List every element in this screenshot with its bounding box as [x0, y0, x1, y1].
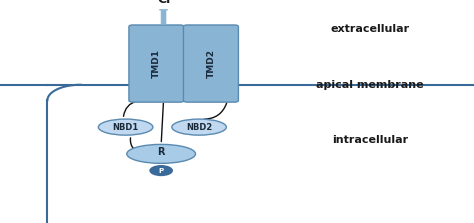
FancyBboxPatch shape — [183, 25, 238, 102]
Text: apical membrane: apical membrane — [316, 80, 424, 90]
Text: NBD1: NBD1 — [112, 123, 139, 132]
FancyBboxPatch shape — [129, 25, 184, 102]
Text: Cl: Cl — [157, 0, 170, 6]
Ellipse shape — [127, 145, 196, 163]
Text: TMD2: TMD2 — [207, 49, 215, 78]
Text: extracellular: extracellular — [330, 24, 409, 34]
Ellipse shape — [149, 165, 173, 176]
Text: P: P — [159, 168, 164, 173]
Text: TMD1: TMD1 — [152, 49, 161, 78]
Text: intracellular: intracellular — [332, 136, 408, 145]
Ellipse shape — [172, 119, 226, 135]
Text: NBD2: NBD2 — [186, 123, 212, 132]
Ellipse shape — [98, 119, 153, 135]
Text: R: R — [157, 147, 165, 157]
Text: ⁻: ⁻ — [177, 0, 182, 3]
